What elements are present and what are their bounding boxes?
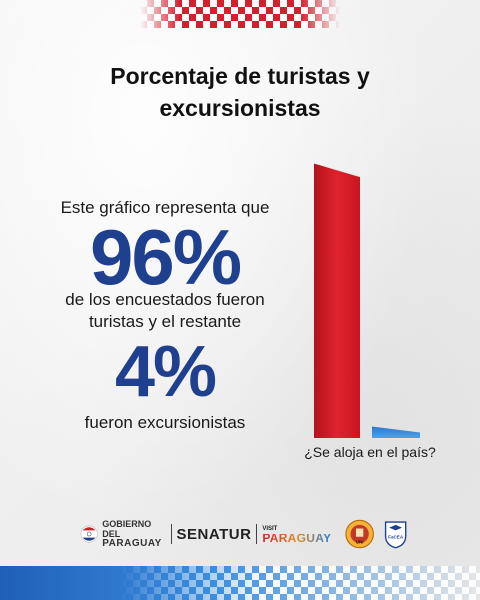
chart-category-label: ¿Se aloja en el país? bbox=[304, 444, 436, 460]
divider bbox=[170, 524, 172, 544]
lead-text: Este gráfico representa que bbox=[60, 198, 270, 217]
bottom-checker-band bbox=[0, 566, 480, 600]
seal1-text: UNI bbox=[356, 540, 364, 545]
university-seal-icon: UNI bbox=[345, 519, 375, 549]
big-percentage-turistas: 96% bbox=[89, 213, 242, 301]
bar-excursionistas bbox=[372, 426, 420, 438]
senatur-logo: SENATUR bbox=[176, 525, 252, 543]
mid-text-line-1: de los encuestados fueron bbox=[65, 290, 265, 309]
title-line-2: excursionistas bbox=[159, 95, 321, 121]
seal2-text: FaCEA bbox=[388, 535, 404, 540]
gobierno-line-2: PARAGUAY bbox=[102, 538, 162, 549]
divider bbox=[256, 524, 258, 544]
bar-chart bbox=[314, 163, 420, 438]
mid-text: de los encuestados fueron turistas y el … bbox=[30, 289, 300, 333]
bar-turistas bbox=[314, 163, 360, 438]
title-line-1: Porcentaje de turistas y bbox=[110, 63, 370, 89]
visit-paraguay-logo: VISIT PARAGUAY bbox=[262, 525, 332, 545]
visit-big-text: PARAGUAY bbox=[262, 531, 332, 545]
big-percentage-excursionistas: 4% bbox=[114, 332, 217, 412]
paraguay-flag-icon bbox=[80, 525, 98, 543]
tail-text: fueron excursionistas bbox=[84, 413, 246, 432]
visit-small-text: VISIT bbox=[262, 526, 278, 532]
top-checker-band bbox=[140, 0, 340, 28]
mid-text-line-2: turistas y el restante bbox=[88, 312, 242, 331]
page-title: Porcentaje de turistas y excursionistas bbox=[60, 60, 420, 124]
gobierno-line-1: GOBIERNO DEL bbox=[102, 519, 152, 539]
gobierno-logo: GOBIERNO DEL PARAGUAY bbox=[80, 519, 166, 549]
facea-seal-icon: FaCEA bbox=[384, 521, 407, 549]
footer-logos: GOBIERNO DEL PARAGUAY SENATUR VISIT PARA… bbox=[80, 512, 410, 556]
